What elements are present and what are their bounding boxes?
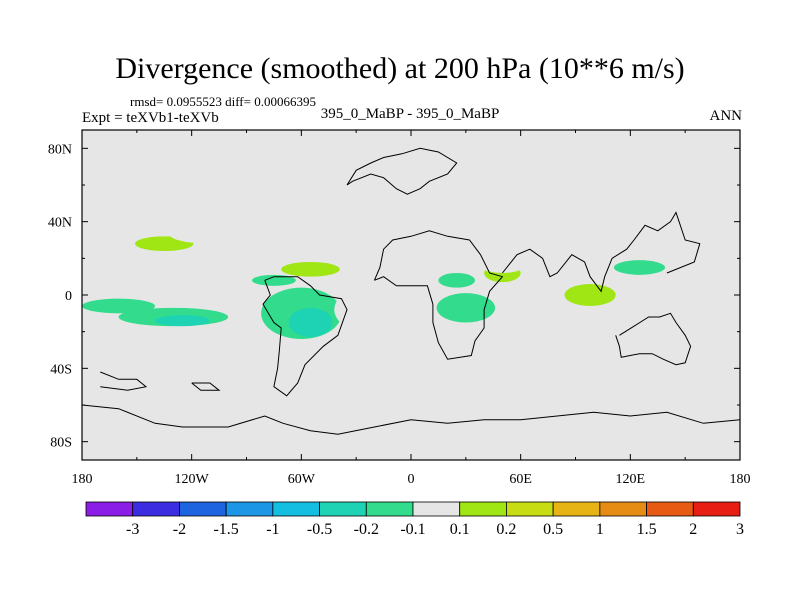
comparison-label: 395_0_MaBP - 395_0_MaBP xyxy=(320,106,500,122)
field-region-10 xyxy=(288,307,333,338)
colorbar-swatch-4 xyxy=(272,501,320,517)
coastline-layer xyxy=(82,147,740,435)
colorbar-label: 0.2 xyxy=(496,521,516,538)
coastline-5 xyxy=(615,312,692,366)
field-region-24 xyxy=(502,295,539,339)
field-region-1 xyxy=(85,271,115,283)
field-region-5 xyxy=(82,298,156,314)
field-region-26 xyxy=(564,284,616,306)
colorbar-label: -2 xyxy=(173,521,186,538)
colorbar-label: -3 xyxy=(126,521,139,538)
field-region-8 xyxy=(82,322,119,334)
field-region-21 xyxy=(436,293,496,323)
colorbar-label: -1 xyxy=(266,521,279,538)
y-tick-label: 80S xyxy=(50,436,72,451)
coastline-0 xyxy=(346,147,458,195)
coastline-3 xyxy=(262,276,348,397)
colorbar-swatch-7 xyxy=(412,501,461,517)
x-tick-label: 120E xyxy=(616,472,646,487)
field-region-33 xyxy=(707,333,737,349)
field-region-0 xyxy=(98,245,121,264)
x-tick-label: 0 xyxy=(408,472,415,487)
coastline-6 xyxy=(100,371,148,391)
coastline-1 xyxy=(373,230,504,360)
colorbar-swatch-3 xyxy=(225,501,274,517)
y-tick-label: 80N xyxy=(48,142,72,157)
colorbar-swatch-8 xyxy=(459,501,507,517)
colorbar-label: -1.5 xyxy=(213,521,238,538)
y-tick-label: 40N xyxy=(48,216,72,231)
field-region-22 xyxy=(356,317,393,339)
colorbar-swatch-5 xyxy=(319,501,367,517)
chart-title: Divergence (smoothed) at 200 hPa (10**6 … xyxy=(115,52,685,85)
field-region-13 xyxy=(281,262,340,277)
colorbar-swatch-6 xyxy=(365,501,414,517)
field-region-27 xyxy=(553,225,634,248)
field-region-32 xyxy=(676,304,731,341)
coastline-2 xyxy=(502,211,701,293)
y-tick-label: 0 xyxy=(65,289,72,304)
x-tick-label: 180 xyxy=(72,472,93,487)
field-region-29 xyxy=(613,260,666,275)
field-region-31 xyxy=(591,322,651,341)
field-region-18 xyxy=(438,273,475,288)
field-region-20 xyxy=(469,236,536,273)
colorbar-swatch-11 xyxy=(599,501,647,517)
colorbar-swatch-2 xyxy=(179,501,227,517)
y-tick-label: 40S xyxy=(50,362,72,377)
colorbar-swatch-0 xyxy=(85,501,134,517)
period-label: ANN xyxy=(709,108,743,124)
x-tick-label: 120W xyxy=(175,472,210,487)
colorbar-label: 0.5 xyxy=(543,521,563,538)
colorbar-label: -0.5 xyxy=(307,521,332,538)
field-region-16 xyxy=(345,218,404,244)
axis-layer: 180 120W 60W 0 60E 120E 180 80N 40N 0 40S 80S xyxy=(48,130,751,487)
colorbar-label: 2 xyxy=(689,521,697,538)
field-region-23 xyxy=(429,335,466,350)
colorbar-swatch-13 xyxy=(692,501,741,517)
colorbar: -3 -2 -1.5 -1 -0.5 -0.2 -0.1 0.1 0.2 0.5 1 1.5 2 3 xyxy=(85,501,744,538)
field-region-28 xyxy=(626,225,708,255)
colorbar-label: 1 xyxy=(596,521,604,538)
colorbar-swatch-1 xyxy=(132,501,180,517)
field-region-7 xyxy=(155,315,210,327)
field-layer xyxy=(82,218,737,395)
field-region-15 xyxy=(268,227,298,242)
coastline-7 xyxy=(191,382,221,391)
x-tick-label: 60E xyxy=(509,472,532,487)
x-tick-label: 180 xyxy=(730,472,751,487)
colorbar-swatch-12 xyxy=(646,501,694,517)
field-region-17 xyxy=(425,240,470,277)
colorbar-label: -0.2 xyxy=(354,521,379,538)
colorbar-label: 1.5 xyxy=(637,521,657,538)
plot-background xyxy=(82,130,740,460)
colorbar-label: 0.1 xyxy=(450,521,470,538)
field-region-14 xyxy=(251,274,296,286)
experiment-label: Expt = teXVb1-teXVb xyxy=(82,110,219,126)
colorbar-swatch-9 xyxy=(506,501,554,517)
field-region-34 xyxy=(144,386,167,395)
field-region-4 xyxy=(169,225,251,244)
stats-label: rmsd= 0.0955523 diff= 0.00066395 xyxy=(130,94,316,109)
colorbar-label: 3 xyxy=(736,521,744,538)
coastline-4 xyxy=(82,404,740,435)
field-region-30 xyxy=(666,276,704,296)
colorbar-swatch-10 xyxy=(552,501,601,517)
colorbar-label: -0.1 xyxy=(400,521,425,538)
x-tick-label: 60W xyxy=(288,472,316,487)
